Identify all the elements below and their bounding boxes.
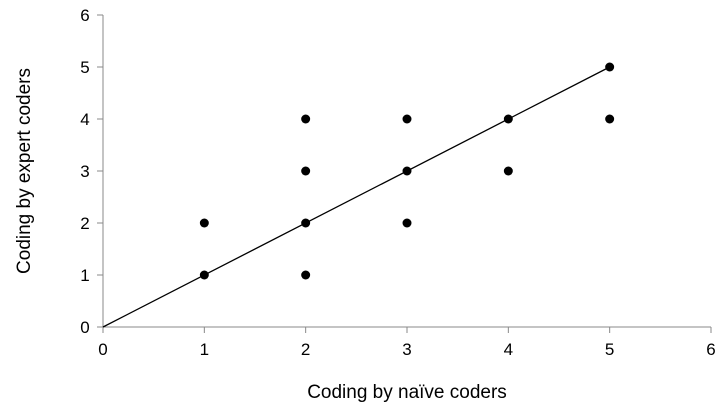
- y-tick-label: 1: [80, 266, 89, 285]
- data-points: [199, 62, 615, 280]
- x-axis-title: Coding by naïve coders: [307, 382, 507, 403]
- data-point: [605, 62, 615, 72]
- data-point: [301, 270, 311, 280]
- x-tick-label: 4: [504, 340, 513, 359]
- data-point: [301, 166, 311, 176]
- y-tick-label: 0: [80, 318, 89, 337]
- y-axis-ticks: 0 1 2 3 4 5 6: [80, 6, 103, 337]
- y-tick-label: 4: [80, 110, 89, 129]
- data-point: [199, 218, 209, 228]
- y-tick-label: 3: [80, 162, 89, 181]
- data-point: [402, 114, 412, 124]
- x-tick-label: 3: [402, 340, 411, 359]
- data-point: [402, 218, 412, 228]
- x-tick-label: 6: [706, 340, 715, 359]
- axes: 0 1 2 3 4 5 6 0 1 2 3 4 5 6: [80, 6, 715, 359]
- data-point: [503, 114, 513, 124]
- data-point: [199, 270, 209, 280]
- y-tick-label: 2: [80, 214, 89, 233]
- data-point: [301, 218, 311, 228]
- x-tick-label: 1: [200, 340, 209, 359]
- x-tick-label: 0: [98, 340, 107, 359]
- x-axis-ticks: 0 1 2 3 4 5 6: [98, 327, 716, 359]
- y-tick-label: 6: [80, 6, 89, 25]
- y-tick-label: 5: [80, 58, 89, 77]
- y-axis-title: Coding by expert coders: [14, 68, 35, 274]
- reference-line: [102, 66, 610, 328]
- x-tick-label: 2: [301, 340, 310, 359]
- data-point: [301, 114, 311, 124]
- data-point: [605, 114, 615, 124]
- data-point: [402, 166, 412, 176]
- data-point: [503, 166, 513, 176]
- x-tick-label: 5: [605, 340, 614, 359]
